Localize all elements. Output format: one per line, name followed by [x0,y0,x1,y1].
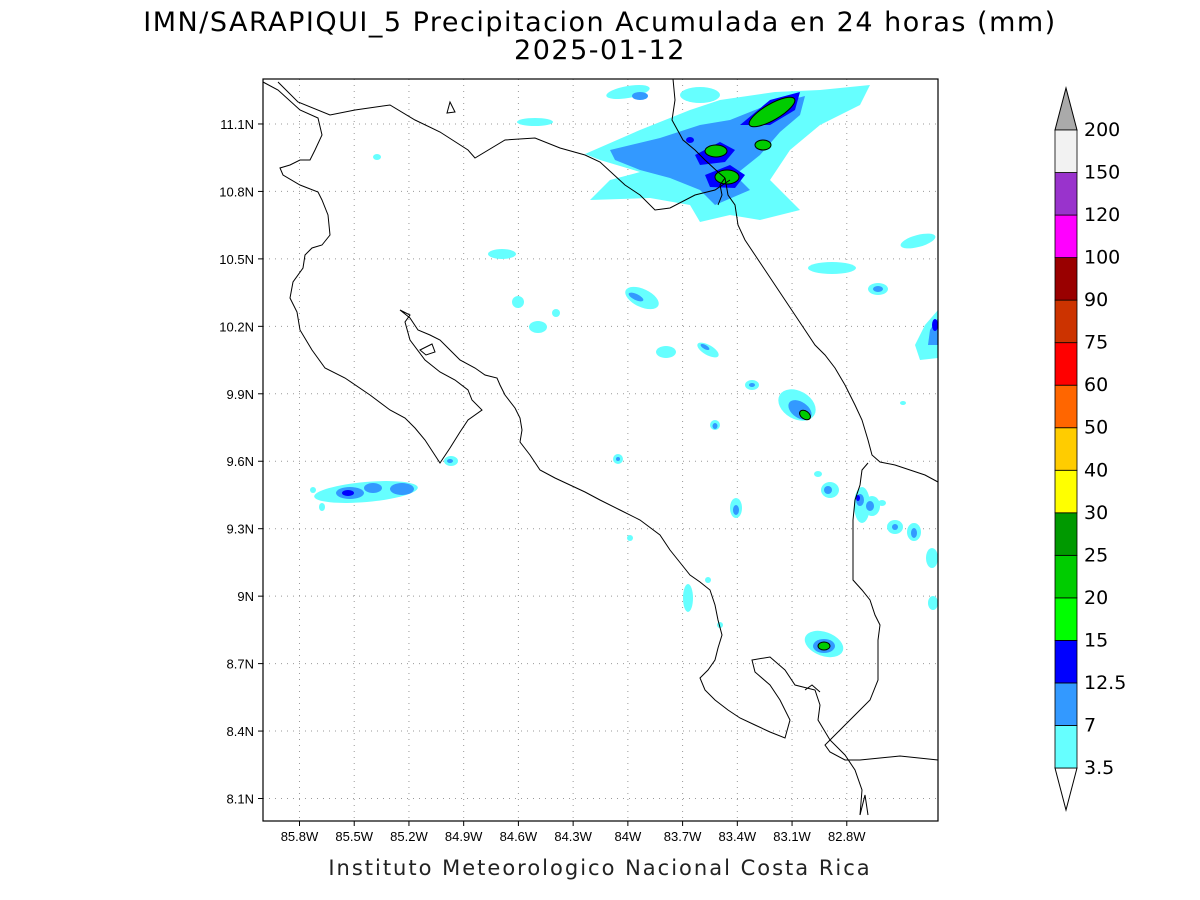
lat-tick-label: 9.9N [227,387,254,402]
osa-gulf [804,684,821,693]
colorbar: 3.5 7 12.5 15 20 25 30 40 50 60 75 90 100 120 150 200 [1054,86,1126,812]
map-frame [262,78,939,822]
colorbar-label: 25 [1084,544,1108,566]
colorbar-label: 75 [1084,332,1108,354]
colorbar-label: 3.5 [1084,757,1114,779]
colorbar-label: 7 [1084,714,1096,736]
colorbar-segment [1054,512,1078,556]
colorbar-top-arrow [1054,86,1078,131]
colorbar-segment [1054,299,1078,344]
footer-credit: Instituto Meteorologico Nacional Costa R… [328,856,872,880]
lat-tick-label: 10.2N [219,319,254,334]
colorbar-label: 30 [1084,502,1108,524]
colorbar-label: 120 [1084,204,1120,226]
lat-tick-label: 11.1N [220,117,254,132]
precip-cells [310,118,938,658]
colorbar-segment [1054,725,1078,769]
colorbar-label: 15 [1084,629,1108,651]
lon-tick-label: 84W [614,829,641,844]
colorbar-segment [1054,384,1078,429]
colorbar-segment [1054,172,1078,216]
grid-lines [263,79,938,821]
nicaragua-border [277,81,731,211]
colorbar-segment [1054,597,1078,641]
lat-tick-label: 10.8N [219,184,254,199]
lat-tick-label: 9.3N [227,522,254,537]
panama-border [824,462,938,761]
precip-band-north [585,84,870,222]
lat-tick-label: 8.4N [227,724,254,739]
caribbean-inlet [717,177,726,206]
chart-date: 2025-01-12 [514,35,686,66]
lat-tick-label: 9.6N [227,454,254,469]
colorbar-label: 200 [1084,119,1120,141]
coastlines [263,79,938,816]
lon-tick-label: 84.3W [554,829,592,844]
colorbar-segment [1054,682,1078,726]
caribbean-coast [724,177,938,483]
lon-tick-label: 83.7W [664,829,702,844]
colorbar-label: 50 [1084,417,1108,439]
chart-title: IMN/SARAPIQUI_5 Precipitacion Acumulada … [143,7,1057,38]
lon-tick-label: 83.1W [773,829,811,844]
lon-tick-label: 85.8W [281,829,319,844]
colorbar-segment [1054,427,1078,471]
colorbar-label: 60 [1084,374,1108,396]
colorbar-segment [1054,257,1078,301]
lat-tick-label: 10.5N [219,252,254,267]
lon-tick-label: 84.6W [500,829,538,844]
colorbar-segment [1054,469,1078,514]
lat-tick-label: 8.1N [227,792,254,807]
lon-tick-label: 85.2W [390,829,428,844]
longitude-axis: 85.8W 85.5W 85.2W 84.9W 84.6W 84.3W 84W 83.7W 83… [281,821,866,844]
colorbar-label: 90 [1084,289,1108,311]
colorbar-segment [1054,342,1078,386]
colorbar-label: 100 [1084,247,1120,269]
lon-tick-label: 84.9W [445,829,483,844]
small-island [446,100,456,114]
colorbar-label: 12.5 [1084,672,1126,694]
lon-tick-label: 82.8W [828,829,866,844]
nicoya-island [419,343,436,356]
lon-tick-label: 85.5W [335,829,373,844]
colorbar-segment [1054,129,1078,173]
lat-tick-label: 8.7N [227,657,254,672]
panama-coast-2 [859,794,869,816]
colorbar-label: 20 [1084,587,1108,609]
latitude-axis: 11.1N 10.8N 10.5N 10.2N 9.9N 9.6N 9.3N 9N 8.7N 8.… [219,117,263,807]
lat-tick-label: 9N [237,589,254,604]
colorbar-label: 40 [1084,459,1108,481]
nicaragua-coast [671,79,726,179]
precip-fields [310,84,938,658]
colorbar-segment [1054,640,1078,684]
colorbar-segment [1054,554,1078,599]
lon-tick-label: 83.4W [719,829,757,844]
colorbar-label: 150 [1084,162,1120,184]
pacific-coast [263,81,863,816]
map-background [263,79,938,821]
colorbar-segment [1054,214,1078,258]
colorbar-bottom-arrow [1054,767,1078,812]
